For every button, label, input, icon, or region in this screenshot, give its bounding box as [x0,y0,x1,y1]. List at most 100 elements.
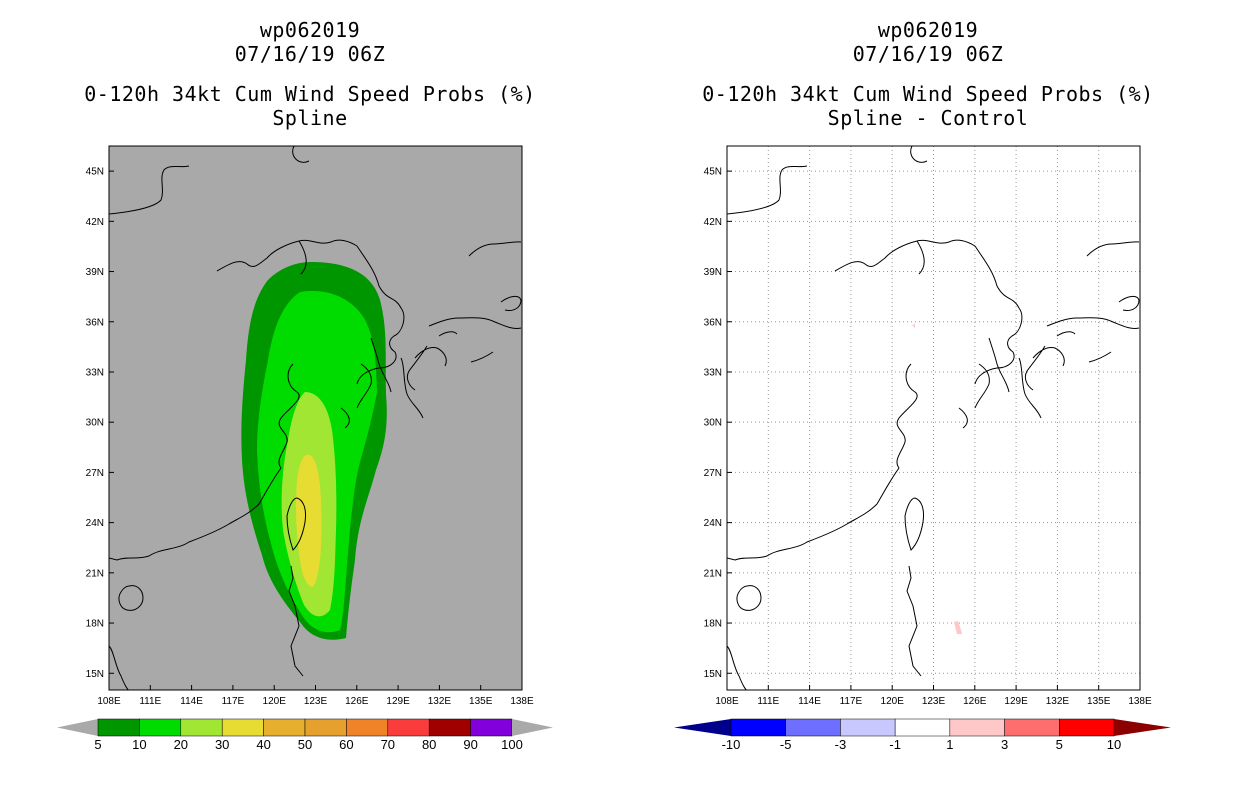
prob-contour-30-40 [296,454,322,587]
right-title-storm: wp062019 [877,18,979,42]
right-map-panel: 108E 111E 114E 117E 120E 123E 126E 129E 132E 135E… [704,145,1152,707]
x-tick-label: 129E [1004,696,1028,707]
x-tick-label: 111E [139,696,161,707]
x-tick-label: 135E [1087,696,1111,707]
left-map-panel: 108E 111E 114E 117E 120E 123E 126E 129E 132E 135E… [86,145,534,707]
left-colorbar: 5 10 20 30 40 50 60 70 80 90 100 [57,718,553,752]
y-tick-label: 24N [86,518,104,529]
colorbar-label: 5 [1056,737,1063,752]
right-coastlines [727,146,1140,690]
left-title-product: 0-120h 34kt Cum Wind Speed Probs (%) [84,82,536,106]
y-tick-label: 42N [704,217,722,228]
x-tick-label: 120E [263,696,287,707]
right-title-date: 07/16/19 06Z [852,42,1004,66]
y-tick-label: 18N [86,619,104,630]
x-tick-label: 117E [222,696,245,707]
colorbar-segment [785,718,841,737]
y-tick-label: 30N [86,418,104,429]
right-title-method: Spline - Control [827,106,1029,130]
x-tick-label: 138E [1128,696,1152,707]
x-tick-label: 129E [386,696,410,707]
right-axis-ticks: 108E 111E 114E 117E 120E 123E 126E 129E 132E 135E… [704,167,1152,707]
colorbar-label: -10 [722,737,741,752]
left-title-date: 07/16/19 06Z [234,42,386,66]
x-tick-label: 123E [922,696,946,707]
colorbar-label: 80 [422,737,436,752]
colorbar-segment [263,718,306,737]
right-title-product: 0-120h 34kt Cum Wind Speed Probs (%) [702,82,1154,106]
left-title: wp062019 07/16/19 06Z 0-120h 34kt Cum Wi… [55,18,565,130]
right-title: wp062019 07/16/19 06Z 0-120h 34kt Cum Wi… [673,18,1183,130]
colorbar-label: -3 [835,737,847,752]
colorbar-segment [221,718,264,737]
y-tick-label: 15N [86,669,104,680]
colorbar-label: 10 [1107,737,1121,752]
y-tick-label: 30N [704,418,722,429]
colorbar-segment [894,718,951,737]
x-tick-label: 111E [757,696,779,707]
colorbar-segment [730,718,786,737]
x-tick-label: 123E [304,696,328,707]
y-tick-label: 39N [86,267,104,278]
diff-contour-small [912,324,915,328]
y-tick-label: 39N [704,267,722,278]
colorbar-segment [949,718,1005,737]
y-tick-label: 42N [86,217,104,228]
x-tick-label: 108E [715,696,739,707]
x-tick-label: 114E [180,696,203,707]
y-tick-label: 21N [86,568,104,579]
left-coastlines [109,146,522,690]
right-colorbar: -10 -5 -3 -1 1 3 5 10 [674,718,1171,752]
x-tick-label: 114E [798,696,821,707]
colorbar-label: 90 [463,737,477,752]
colorbar-low-arrow [57,719,98,736]
colorbar-label: 70 [381,737,395,752]
colorbar-segment [470,718,513,737]
colorbar-label: 60 [339,737,353,752]
x-tick-label: 108E [97,696,121,707]
y-tick-label: 27N [704,468,722,479]
colorbar-label: 3 [1001,737,1008,752]
colorbar-segment [97,718,140,737]
y-tick-label: 36N [704,317,722,328]
colorbar-segment [387,718,430,737]
y-tick-label: 18N [704,619,722,630]
colorbar-label: 1 [946,737,953,752]
colorbar-segment [346,718,389,737]
colorbar-low-arrow [674,719,731,736]
colorbar-high-arrow [512,719,553,736]
y-tick-label: 33N [704,367,722,378]
y-tick-label: 33N [86,367,104,378]
colorbar-segment [428,718,471,737]
x-tick-label: 126E [345,696,369,707]
colorbar-label: 40 [256,737,270,752]
colorbar-label: 50 [298,737,312,752]
diff-contour-1-3 [954,621,962,634]
colorbar-segment [180,718,223,737]
colorbar-label: 10 [132,737,146,752]
colorbar-label: -1 [889,737,901,752]
colorbar-label: 30 [215,737,229,752]
colorbar-label: 20 [174,737,188,752]
colorbar-segment [1059,718,1115,737]
x-tick-label: 117E [840,696,863,707]
right-gridlines [727,146,1140,690]
x-tick-label: 120E [881,696,905,707]
colorbar-label: -5 [780,737,792,752]
y-tick-label: 45N [704,167,722,178]
y-tick-label: 15N [704,669,722,680]
x-tick-label: 132E [1046,696,1070,707]
colorbar-high-arrow [1114,719,1171,736]
colorbar-segment [1004,718,1060,737]
left-title-storm: wp062019 [259,18,361,42]
y-tick-label: 36N [86,317,104,328]
colorbar-segment [304,718,347,737]
y-tick-label: 24N [704,518,722,529]
colorbar-segment [840,718,896,737]
x-tick-label: 135E [469,696,493,707]
colorbar-label: 100 [501,737,523,752]
x-tick-label: 138E [510,696,534,707]
y-tick-label: 45N [86,167,104,178]
y-tick-label: 21N [704,568,722,579]
